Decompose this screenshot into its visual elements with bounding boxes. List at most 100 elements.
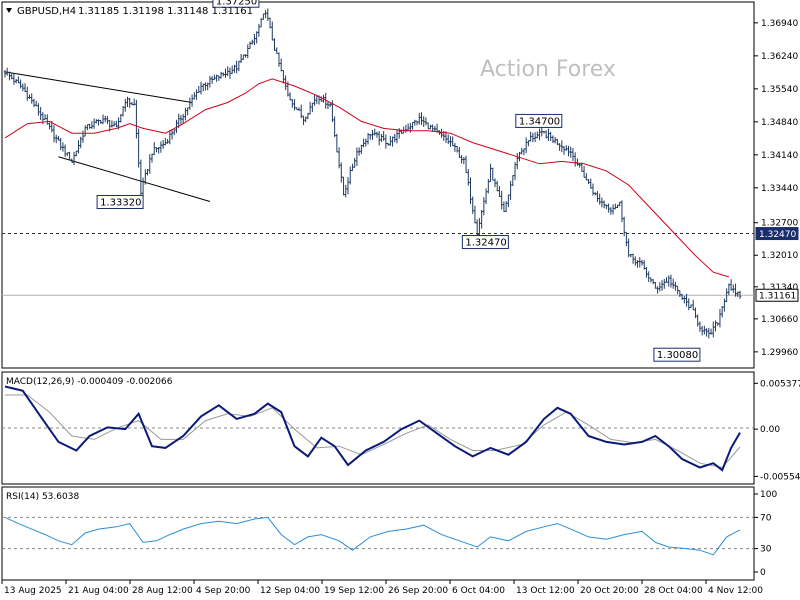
- ohlc-bar: [413, 119, 417, 126]
- ohlc-bar: [282, 70, 285, 84]
- ohlc-bar: [498, 186, 501, 197]
- ohlc-bar: [135, 99, 138, 139]
- ohlc-bar: [551, 135, 555, 143]
- ohlc-bar: [344, 184, 347, 198]
- time-axis: 13 Aug 2025 21 Aug 04:00 28 Aug 12:00 4 Sep…: [1, 580, 763, 596]
- time-tick-label: 28 Aug 12:00: [132, 586, 193, 596]
- ohlc-bar: [97, 119, 100, 126]
- ohlc-bar: [366, 132, 370, 145]
- watermark: Action Forex: [480, 57, 616, 82]
- ohlc-bar: [478, 218, 481, 238]
- ohlc-bar: [614, 203, 617, 210]
- macd-tick-label: -0.005543: [760, 472, 800, 482]
- ohlc-bar: [582, 166, 586, 178]
- macd-title: MACD(12,26,9) -0.000409 -0.002066: [6, 377, 173, 387]
- ohlc-bar: [569, 146, 572, 158]
- ohlc-bar: [59, 137, 62, 150]
- ohlc-bar: [393, 133, 396, 143]
- ohlc-bar: [469, 177, 472, 204]
- collapse-arrow-icon[interactable]: [6, 8, 12, 13]
- ohlc-bar: [6, 67, 9, 76]
- ohlc-bar: [202, 83, 205, 92]
- ohlc-bar: [663, 278, 666, 289]
- time-tick-label: 26 Sep 20:00: [388, 586, 448, 596]
- ohlc-bar: [86, 124, 89, 131]
- ohlc-bar: [669, 274, 673, 288]
- macd-line: [4, 385, 741, 472]
- ohlc-bar: [386, 142, 390, 146]
- ohlc-bar: [487, 178, 490, 194]
- ohlc-bar: [406, 123, 410, 131]
- time-tick-label: 6 Oct 04:00: [452, 586, 505, 596]
- ohlc-bar: [19, 79, 22, 89]
- ohlc-readout: 1.31185 1.31198 1.31148 1.31161: [78, 6, 253, 17]
- ohlc-bar: [700, 325, 704, 336]
- ohlc-bar: [168, 129, 172, 145]
- price-tick-label: 1.34140: [761, 151, 798, 161]
- ohlc-bar: [349, 166, 352, 185]
- ohlc-bar: [524, 137, 528, 154]
- ohlc-bar: [627, 238, 630, 258]
- ohlc-bar: [208, 75, 212, 88]
- ohlc-bar: [326, 101, 330, 110]
- ohlc-bar: [643, 260, 646, 270]
- macd-tick-label: 0.005377: [760, 379, 800, 389]
- ohlc-bar: [121, 106, 125, 117]
- ohlc-bar: [729, 279, 733, 291]
- ohlc-bar: [255, 31, 258, 44]
- ohlc-bar: [375, 131, 379, 138]
- ohlc-bar: [362, 138, 365, 148]
- rsi-tick-label: 100: [760, 490, 777, 500]
- price-tick-label: 1.32010: [761, 251, 798, 261]
- ohlc-bar: [665, 277, 668, 283]
- ohlc-bar: [371, 129, 374, 140]
- ohlc-bar: [115, 120, 118, 128]
- ohlc-bar: [197, 86, 200, 93]
- ohlc-bar: [360, 144, 363, 154]
- ohlc-bar: [70, 158, 74, 163]
- ohlc-bar: [304, 116, 307, 123]
- ohlc-bar: [654, 281, 657, 289]
- ohlc-bar: [707, 328, 711, 339]
- ohlc-bar: [48, 122, 51, 130]
- ohlc-bar: [101, 114, 105, 125]
- ohlc-bar: [727, 283, 731, 296]
- ohlc-bar: [324, 92, 327, 109]
- ohlc-bar: [565, 145, 568, 151]
- ohlc-bar: [306, 112, 310, 120]
- price-tick-label: 1.32700: [761, 219, 798, 229]
- ohlc-bar: [23, 83, 27, 93]
- ohlc-bar: [460, 155, 463, 164]
- ohlc-bar: [680, 293, 684, 300]
- ohlc-bar: [429, 124, 432, 130]
- price-annotation-box: [515, 113, 563, 128]
- ohlc-bar: [520, 147, 523, 155]
- ohlc-bar: [353, 157, 356, 168]
- ohlc-bar: [246, 44, 249, 59]
- rsi-tick-label: 0: [760, 568, 766, 578]
- ohlc-bar: [68, 151, 71, 161]
- ohlc-bar: [591, 183, 595, 196]
- ohlc-bar: [346, 177, 350, 195]
- ohlc-bar: [61, 142, 65, 152]
- ohlc-bar: [489, 163, 492, 183]
- ohlc-bar: [529, 131, 532, 142]
- ohlc-bar: [415, 120, 419, 126]
- ohlc-bar: [14, 79, 18, 84]
- ohlc-bar: [340, 162, 343, 183]
- ohlc-bar: [190, 94, 194, 107]
- ohlc-bar: [609, 207, 613, 215]
- ohlc-bar: [112, 121, 116, 127]
- ohlc-bar: [447, 134, 450, 145]
- ohlc-bar: [230, 65, 234, 74]
- ohlc-bar: [351, 163, 354, 172]
- ohlc-bar: [259, 18, 263, 28]
- price-level-tag: [755, 227, 799, 241]
- ohlc-bar: [164, 137, 167, 146]
- macd-tick-label: 0.00: [760, 425, 780, 435]
- ohlc-bar: [313, 94, 316, 106]
- ohlc-bar: [467, 169, 470, 186]
- ohlc-bar: [235, 60, 238, 74]
- ohlc-bar: [391, 136, 394, 147]
- ohlc-bar: [605, 204, 608, 210]
